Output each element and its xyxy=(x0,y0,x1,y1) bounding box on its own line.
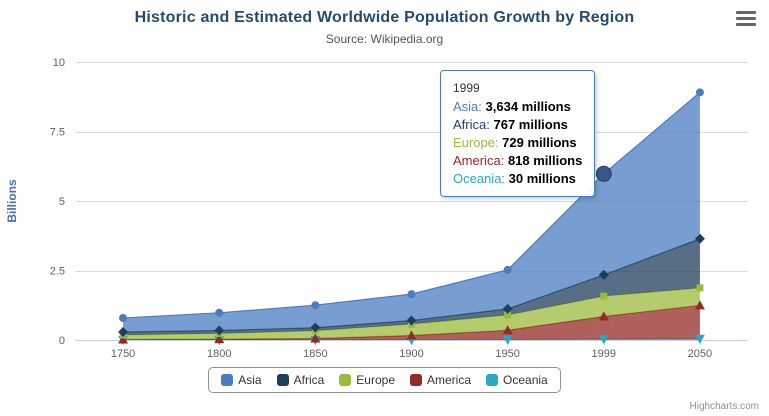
marker-asia-1800[interactable] xyxy=(215,308,224,317)
marker-america-1999[interactable] xyxy=(598,311,609,321)
marker-asia-1950[interactable] xyxy=(503,265,512,274)
tooltip-series-value: 767 millions xyxy=(493,117,568,132)
marker-africa-1950[interactable] xyxy=(502,303,513,314)
marker-oceania-1999[interactable] xyxy=(598,335,609,345)
x-axis-label: 1999 xyxy=(592,348,616,360)
marker-america-1900[interactable] xyxy=(406,330,417,340)
legend-item-europe[interactable]: Europe xyxy=(339,373,395,387)
marker-america-1950[interactable] xyxy=(502,325,513,335)
legend-swatch-europe xyxy=(339,374,352,386)
x-axis-label: 1750 xyxy=(111,348,135,360)
marker-oceania-2050[interactable] xyxy=(694,334,705,344)
tooltip-series-value: 818 millions xyxy=(507,153,583,168)
hamburger-bar xyxy=(736,23,756,26)
legend-label: Africa xyxy=(293,373,325,387)
y-axis-label: 0 xyxy=(59,335,65,347)
tooltip-series-name: America xyxy=(453,153,504,168)
marker-asia-1850[interactable] xyxy=(311,301,320,310)
tooltip: 1999 Asia 3,634 millions Africa 767 mill… xyxy=(440,70,596,197)
y-axis-label: 10 xyxy=(53,57,65,69)
marker-america-1850[interactable] xyxy=(310,333,321,343)
marker-asia-1900[interactable] xyxy=(407,290,416,299)
legend-label: Asia xyxy=(238,373,262,387)
tooltip-series-name: Africa xyxy=(453,117,490,132)
legend-label: Oceania xyxy=(503,373,548,387)
legend-swatch-africa xyxy=(276,374,289,386)
legend-item-america[interactable]: America xyxy=(410,373,471,387)
tooltip-header: 1999 xyxy=(453,81,480,95)
marker-america-1750[interactable] xyxy=(118,334,129,344)
series-area-africa[interactable] xyxy=(123,238,700,335)
hamburger-bar xyxy=(736,11,756,14)
x-axis-label: 2050 xyxy=(688,348,712,360)
tooltip-series-value: 729 millions xyxy=(502,135,577,150)
legend-item-africa[interactable]: Africa xyxy=(276,373,325,387)
hamburger-bar xyxy=(736,17,756,20)
y-axis-label: 2.5 xyxy=(50,266,65,278)
marker-europe-1999[interactable] xyxy=(600,292,608,300)
marker-asia-2050[interactable] xyxy=(695,88,704,97)
legend-label: Europe xyxy=(356,373,395,387)
marker-europe-1950[interactable] xyxy=(504,311,512,319)
marker-africa-1800[interactable] xyxy=(214,325,225,336)
legend: Asia Africa Europe America Oceania xyxy=(0,367,769,393)
marker-africa-1999[interactable] xyxy=(598,269,609,280)
hamburger-icon xyxy=(736,11,756,26)
y-axis-label: 7.5 xyxy=(50,127,65,139)
x-axis-label: 1800 xyxy=(207,348,231,360)
legend-swatch-asia xyxy=(221,374,234,386)
tooltip-series-value: 3,634 millions xyxy=(485,99,571,114)
y-axis-title: Billions xyxy=(5,179,19,223)
tooltip-series-name: Asia xyxy=(453,99,482,114)
y-axis-label: 5 xyxy=(59,196,65,208)
marker-america-1800[interactable] xyxy=(214,334,225,344)
legend-swatch-oceania xyxy=(486,374,499,386)
tooltip-row: Europe 729 millions xyxy=(453,134,582,152)
export-menu-button[interactable] xyxy=(736,11,756,26)
marker-africa-2050[interactable] xyxy=(694,233,705,244)
tooltip-series-name: Oceania xyxy=(453,171,505,186)
legend-swatch-america xyxy=(410,374,422,386)
tooltip-series-value: 30 millions xyxy=(508,171,576,186)
chart-subtitle: Source: Wikipedia.org xyxy=(325,32,444,46)
marker-africa-1850[interactable] xyxy=(310,322,321,333)
tooltip-row: Oceania 30 millions xyxy=(453,170,582,188)
legend-label: America xyxy=(427,373,472,387)
marker-oceania-1950[interactable] xyxy=(502,335,513,345)
series-area-asia[interactable] xyxy=(123,92,700,332)
marker-africa-1900[interactable] xyxy=(406,315,417,326)
x-axis-label: 1850 xyxy=(303,348,327,360)
marker-asia-1750[interactable] xyxy=(119,314,128,323)
tooltip-row: Africa 767 millions xyxy=(453,116,582,134)
marker-africa-1750[interactable] xyxy=(118,326,129,337)
x-axis-label: 1900 xyxy=(399,348,423,360)
legend-box: Asia Africa Europe America Oceania xyxy=(208,367,561,393)
tooltip-row: Asia 3,634 millions xyxy=(453,98,582,116)
marker-europe-2050[interactable] xyxy=(696,284,704,292)
legend-item-asia[interactable]: Asia xyxy=(221,373,262,387)
x-axis-label: 1950 xyxy=(495,348,519,360)
hovered-point-marker[interactable] xyxy=(595,165,612,182)
tooltip-row: America 818 millions xyxy=(453,152,582,170)
marker-america-2050[interactable] xyxy=(694,300,705,310)
series-area-america[interactable] xyxy=(123,305,700,340)
tooltip-series-name: Europe xyxy=(453,135,499,150)
legend-item-oceania[interactable]: Oceania xyxy=(486,373,548,387)
credits-link[interactable]: Highcharts.com xyxy=(689,401,759,412)
chart-title: Historic and Estimated Worldwide Populat… xyxy=(134,9,635,26)
